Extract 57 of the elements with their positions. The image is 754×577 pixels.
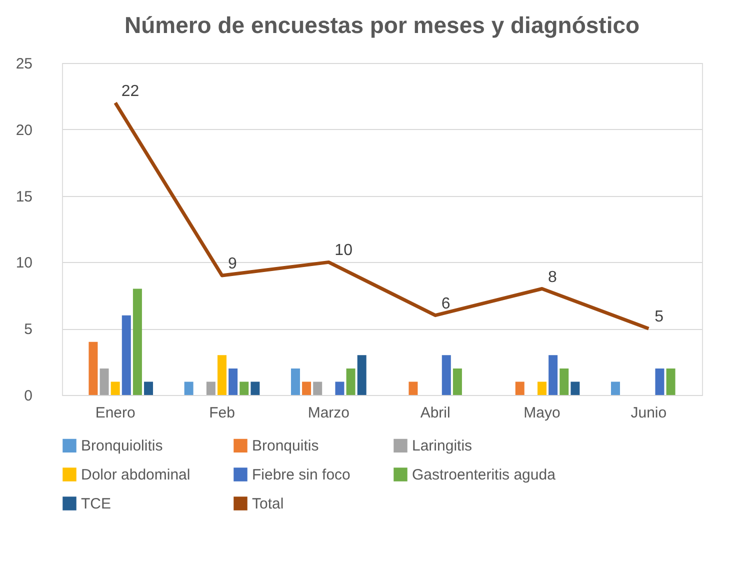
legend-label: Gastroenteritis aguda	[412, 466, 556, 484]
bar	[570, 382, 580, 395]
bar	[655, 368, 664, 395]
bar	[548, 355, 558, 395]
bar	[357, 355, 366, 395]
chart-title: Número de encuestas por meses y diagnóstico	[124, 12, 640, 38]
bar	[250, 382, 260, 395]
bar	[122, 315, 131, 395]
line-series	[114, 101, 650, 330]
x-tick-label: Enero	[95, 404, 136, 422]
legend-label: Bronquitis	[252, 438, 319, 455]
bar	[228, 368, 238, 395]
bar	[206, 382, 216, 395]
y-tick-label: 0	[24, 388, 32, 404]
bar	[560, 368, 569, 395]
bar	[442, 355, 451, 395]
bar	[302, 382, 312, 395]
x-tick-label: Mayo	[524, 404, 560, 422]
bar	[452, 368, 462, 395]
data-label: 6	[441, 295, 450, 312]
bar	[218, 355, 226, 395]
bar	[666, 368, 676, 395]
legend-label: Total	[252, 496, 284, 512]
y-tick-label: 25	[16, 56, 32, 72]
data-label: 22	[121, 82, 140, 100]
data-label: 8	[548, 268, 557, 286]
x-tick-label: Feb	[209, 404, 235, 422]
bar	[610, 382, 620, 395]
bar	[88, 342, 98, 395]
bar	[335, 382, 344, 395]
bar	[110, 382, 120, 395]
y-tick-label: 10	[16, 254, 32, 272]
legend-label: Laringitis	[412, 438, 472, 455]
bar	[290, 368, 300, 395]
bar	[346, 368, 356, 395]
bar	[538, 382, 546, 395]
y-tick-label: 15	[16, 188, 32, 206]
bar	[408, 382, 418, 395]
x-tick-label: Marzo	[308, 404, 350, 422]
x-tick-label: Junio	[630, 404, 667, 422]
data-label: 5	[654, 308, 664, 326]
bar	[144, 382, 154, 395]
bar	[240, 382, 249, 395]
legend-label: TCE	[81, 496, 111, 512]
x-tick-label: Abril	[420, 404, 450, 422]
bar	[515, 382, 524, 395]
data-label: 9	[228, 255, 237, 272]
bar	[184, 382, 194, 395]
y-tick-label: 20	[16, 122, 32, 139]
y-tick-label: 5	[24, 321, 32, 338]
legend-label: Bronquiolitis	[81, 438, 163, 455]
bar	[313, 382, 322, 395]
data-label: 10	[334, 242, 353, 260]
legend-label: Fiebre sin foco	[252, 466, 350, 484]
bar	[132, 288, 142, 395]
legend-label: Dolor abdominal	[81, 466, 190, 484]
bar	[100, 368, 109, 395]
